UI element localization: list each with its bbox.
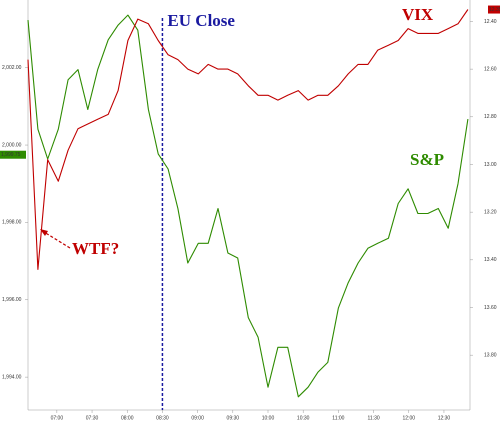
series-line	[27, 14, 469, 398]
last-value-label: 1,999.75	[1, 152, 21, 158]
y-tick-label: 1,994.00	[2, 374, 22, 380]
last-value-label: 12.35	[489, 7, 500, 13]
y2-tick-label: 13.20	[484, 209, 497, 215]
y2-tick-label: 13.80	[484, 353, 497, 359]
y2-tick-label: 13.40	[484, 257, 497, 263]
y-tick-label: 1,998.00	[2, 220, 22, 226]
y-tick-label: 2,000.00	[2, 142, 22, 148]
legend-label: VIX	[402, 5, 434, 24]
annotation: EU Close	[167, 11, 235, 30]
annotation: WTF?	[72, 239, 119, 258]
x-tick-label: 12:30	[438, 415, 451, 421]
x-tick-label: 07:30	[86, 415, 99, 421]
arrow-head	[40, 229, 48, 236]
series-line	[27, 9, 469, 270]
x-tick-label: 10:00	[262, 415, 275, 421]
y2-tick-label: 13.00	[484, 162, 497, 168]
x-tick-label: 10:30	[297, 415, 310, 421]
x-tick-label: 07:00	[51, 415, 64, 421]
y2-tick-label: 12.60	[484, 66, 497, 72]
y2-tick-label: 13.60	[484, 305, 497, 311]
last-value-box	[488, 5, 500, 14]
y2-tick-label: 12.80	[484, 114, 497, 120]
y-tick-label: 1,996.00	[2, 297, 22, 303]
x-tick-label: 11:30	[367, 415, 379, 421]
y-tick-label: 2,002.00	[2, 65, 22, 71]
legend-label: S&P	[410, 150, 444, 169]
x-tick-label: 11:00	[332, 415, 344, 421]
last-value-box	[0, 150, 26, 159]
x-tick-label: 08:30	[156, 415, 169, 421]
y2-tick-label: 12.40	[484, 19, 497, 25]
x-tick-label: 12:00	[403, 415, 416, 421]
annotation-arrow	[43, 231, 71, 249]
x-tick-label: 09:00	[191, 415, 204, 421]
x-tick-label: 09:30	[227, 415, 240, 421]
x-tick-label: 08:00	[121, 415, 134, 421]
